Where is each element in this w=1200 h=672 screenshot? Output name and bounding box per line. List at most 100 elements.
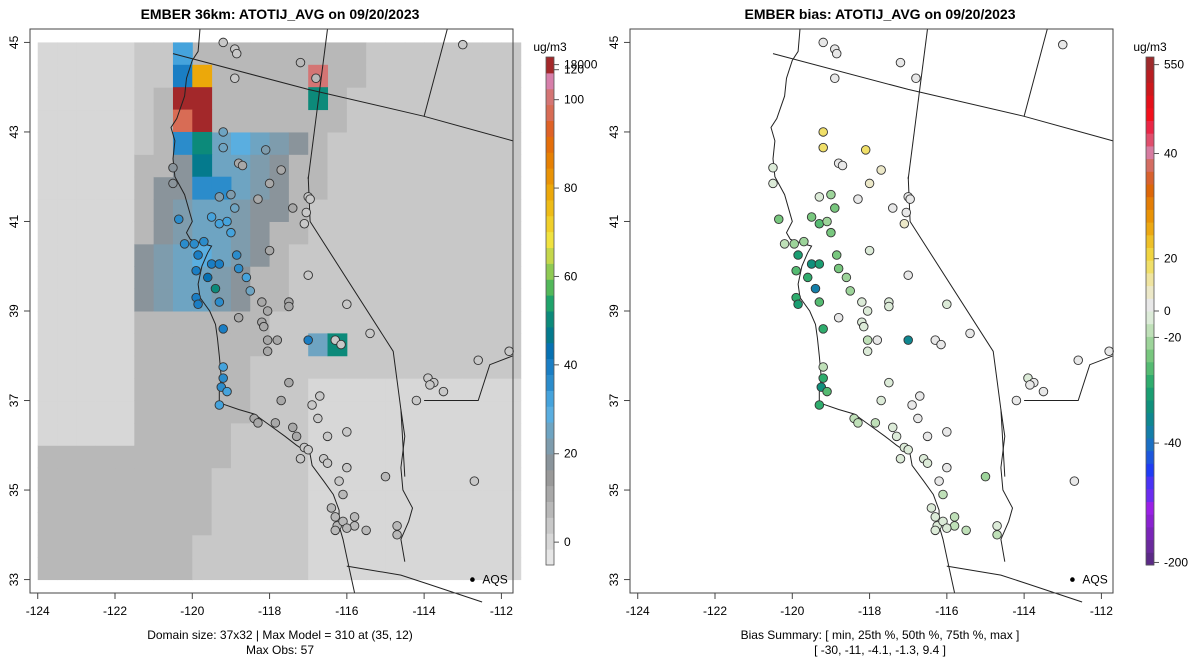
grid-cell xyxy=(501,311,522,334)
grid-cell xyxy=(443,64,464,88)
station-point xyxy=(315,391,325,401)
grid-cell xyxy=(308,131,329,155)
station-point xyxy=(1058,39,1068,50)
grid-cell xyxy=(57,534,77,558)
colorbar-tick-label: 550 xyxy=(1164,58,1184,72)
station-point xyxy=(899,218,910,229)
grid-cell xyxy=(482,445,502,469)
station-point xyxy=(903,270,913,280)
grid-cell xyxy=(424,355,444,379)
station-point xyxy=(826,227,836,238)
station-point xyxy=(864,245,875,256)
grid-cell xyxy=(346,87,367,111)
grid-cell xyxy=(308,311,329,334)
grid-cell xyxy=(153,534,174,558)
grid-cell xyxy=(134,199,155,222)
colorbar-unit-label: ug/m3 xyxy=(533,40,567,54)
grid-cell xyxy=(366,512,386,536)
grid-cell xyxy=(482,512,502,536)
station-point xyxy=(305,194,315,204)
station-point xyxy=(891,431,902,442)
colorbar-swatch xyxy=(1146,95,1154,109)
grid-cell xyxy=(153,288,174,312)
grid-cell-highlight xyxy=(172,131,193,155)
station-point xyxy=(336,339,346,350)
state-border xyxy=(1023,28,1048,117)
grid-cell xyxy=(269,490,290,513)
grid-cell xyxy=(115,355,135,379)
grid-cell xyxy=(443,131,464,155)
station-point xyxy=(380,471,391,482)
station-point xyxy=(257,297,267,307)
colorbar-swatch xyxy=(546,390,554,407)
grid-cell xyxy=(76,243,97,267)
station-point xyxy=(942,299,952,310)
grid-cell xyxy=(115,87,135,111)
grid-cell xyxy=(366,557,386,581)
grid-cell xyxy=(346,534,367,558)
grid-cell xyxy=(134,445,155,469)
station-point xyxy=(830,203,840,213)
grid-cell xyxy=(37,42,58,66)
grid-cell xyxy=(462,557,483,581)
grid-cell xyxy=(385,422,406,446)
grid-cell xyxy=(250,154,271,178)
station-point xyxy=(330,512,341,522)
grid-cell xyxy=(115,333,135,357)
grid-cell xyxy=(327,131,348,155)
station-point xyxy=(361,525,371,536)
grid-cell xyxy=(37,109,58,133)
colorbar-swatch xyxy=(546,326,554,344)
grid-cell xyxy=(134,176,155,200)
grid-cell xyxy=(385,266,406,290)
grid-cell xyxy=(230,534,251,558)
grid-cell xyxy=(153,445,174,469)
station-point xyxy=(276,395,286,406)
grid-cell xyxy=(76,266,97,290)
colorbar-swatch xyxy=(1146,260,1154,274)
station-point xyxy=(831,250,842,260)
grid-cell xyxy=(366,467,386,491)
x-tick-label: -120 xyxy=(780,604,804,618)
grid-cell xyxy=(366,534,386,558)
grid-cell xyxy=(230,176,251,200)
grid-cell xyxy=(443,109,464,133)
grid-cell xyxy=(462,154,483,178)
grid-cell xyxy=(153,355,174,379)
grid-cell xyxy=(346,288,367,312)
grid-cell xyxy=(115,42,135,66)
station-point xyxy=(949,521,960,531)
grid-cell xyxy=(230,87,251,111)
grid-cell xyxy=(443,154,464,178)
grid-cell xyxy=(153,311,174,334)
grid-cell xyxy=(404,400,425,424)
station-point xyxy=(818,142,828,153)
grid-cell xyxy=(462,87,483,111)
grid-cell xyxy=(366,400,386,424)
y-tick-label: 43 xyxy=(607,125,621,139)
grid-cell xyxy=(134,109,155,133)
grid-cell xyxy=(327,445,348,469)
grid-cell xyxy=(269,64,290,88)
grid-cell xyxy=(404,243,425,267)
grid-cell xyxy=(308,288,329,312)
grid-cell xyxy=(269,109,290,133)
station-point xyxy=(193,250,203,260)
grid-cell xyxy=(404,355,425,379)
colorbar-swatch xyxy=(1146,539,1154,553)
station-point xyxy=(768,163,778,173)
grid-cell xyxy=(211,333,232,357)
grid-cell xyxy=(95,355,116,379)
grid-cell xyxy=(250,42,271,66)
colorbar-swatch xyxy=(546,374,554,391)
grid-cell xyxy=(443,176,464,200)
chart-title: EMBER 36km: ATOTIJ_AVG on 09/20/2023 xyxy=(140,6,420,22)
aqs-marker-icon xyxy=(470,577,475,582)
grid-cell xyxy=(308,557,329,581)
coastline xyxy=(170,28,356,594)
colorbar-swatch xyxy=(1146,145,1154,160)
grid-cell xyxy=(250,378,271,402)
grid-cell xyxy=(57,109,77,133)
station-point xyxy=(961,525,971,536)
grid-cell xyxy=(288,557,309,581)
